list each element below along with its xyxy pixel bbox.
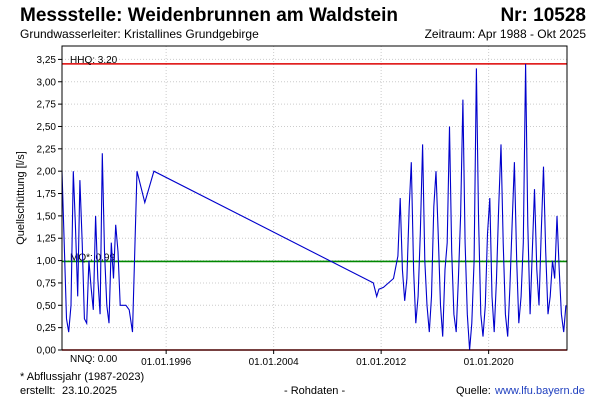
grid-layer	[62, 46, 567, 351]
axis-layer: 0,00 0,25 0,50 0,75 1,00 1,25 1,50 1,75 2,00 2,25…	[15, 45, 568, 368]
period-label: Zeitraum: Apr 1988 - Okt 2025	[424, 27, 586, 41]
y-tick-label: 2,00	[37, 167, 57, 178]
y-tick-label: 1,25	[37, 234, 57, 245]
page-title: Messstelle: Weidenbrunnen am Waldstein	[20, 5, 398, 26]
y-tick-label: 1,00	[37, 256, 57, 267]
created-date: 23.10.2025	[62, 385, 118, 397]
created-label: erstellt:	[20, 385, 56, 397]
reference-label: NNQ: 0.00	[70, 354, 118, 365]
y-tick-label: 2,25	[37, 144, 57, 155]
source-link[interactable]: www.lfu.bayern.de	[495, 385, 585, 397]
x-tick-label: 01.01.2012	[356, 357, 406, 368]
station-number: Nr: 10528	[500, 5, 586, 26]
source-label: Quelle:	[456, 385, 491, 397]
plot-frame	[61, 45, 568, 351]
y-tick-label: 0,00	[37, 346, 57, 357]
reference-label: HHQ: 3.20	[70, 55, 118, 66]
aquifer-label: Grundwasserleiter: Kristallines Grundgeb…	[20, 27, 259, 41]
y-tick-label: 3,00	[37, 77, 57, 88]
y-tick-label: 2,75	[37, 100, 57, 111]
series-line	[61, 63, 567, 351]
y-tick-label: 0,50	[37, 301, 57, 312]
y-tick-label: 3,25	[37, 55, 57, 66]
footnote: * Abflussjahr (1987-2023)	[20, 371, 145, 383]
raw-data-label: - Rohdaten -	[284, 385, 346, 397]
y-tick-label: 0,25	[37, 323, 57, 334]
x-tick-label: 01.01.2004	[249, 357, 299, 368]
x-tick-label: 01.01.2020	[464, 357, 514, 368]
y-tick-label: 1,50	[37, 211, 57, 222]
reference-lines: HHQ: 3.20 MQ*: 0.99 NNQ: 0.00	[62, 55, 567, 365]
y-tick-label: 2,50	[37, 122, 57, 133]
x-tick-label: 01.01.1996	[141, 357, 191, 368]
y-tick-label: 1,75	[37, 189, 57, 200]
y-tick-label: 0,75	[37, 278, 57, 289]
series-layer	[61, 63, 567, 351]
y-axis-label: Quellschüttung [l/s]	[15, 151, 27, 245]
reference-label: MQ*: 0.99	[70, 252, 115, 263]
